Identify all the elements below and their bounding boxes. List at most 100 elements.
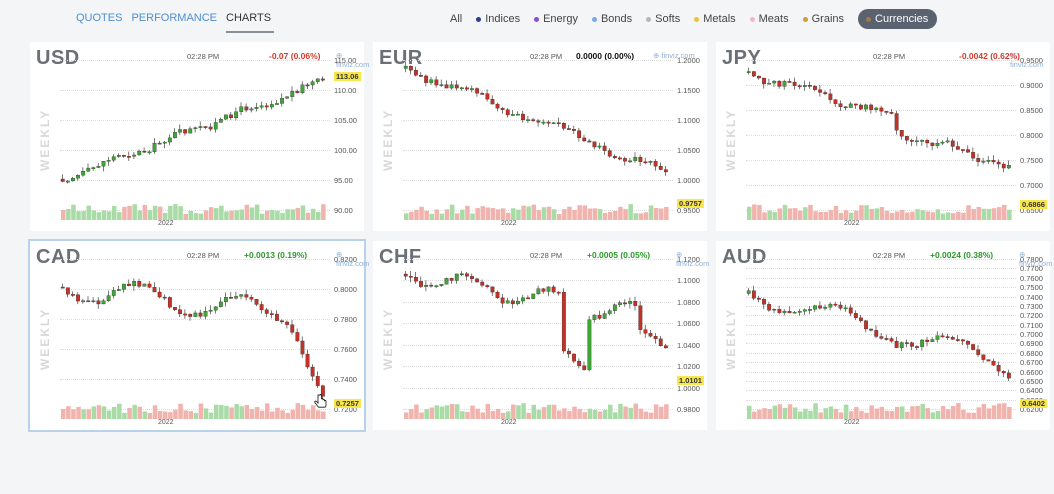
- volume-bar: [270, 210, 275, 220]
- candle-body: [884, 111, 889, 113]
- filter-currencies[interactable]: Currencies: [858, 9, 938, 29]
- volume-bar: [551, 209, 557, 220]
- chart-panel-eur[interactable]: EUR 02:28 PM 0.0000 (0.00%) ⊕ finviz.com…: [373, 42, 707, 231]
- candle-body: [920, 140, 925, 142]
- candle-body: [419, 75, 423, 77]
- volume-bar: [157, 410, 163, 419]
- candle-body: [295, 332, 300, 342]
- volume-bar: [940, 405, 946, 419]
- candle-body: [434, 79, 439, 86]
- filter-energy[interactable]: Energy: [534, 13, 578, 25]
- volume-bar: [592, 410, 598, 419]
- chart-time: 02:28 PM: [530, 52, 563, 61]
- candlestick-chart: [746, 67, 1012, 220]
- volume-bar: [638, 408, 644, 419]
- candle-body: [305, 353, 310, 368]
- weekly-label: WEEKLY: [38, 307, 52, 370]
- grid-line: [746, 268, 1016, 270]
- chart-panel-chf[interactable]: CHF 02:28 PM +0.0005 (0.05%) ⊕ finviz.co…: [373, 241, 710, 430]
- filter-metals[interactable]: Metals: [694, 13, 736, 25]
- candle-body: [465, 273, 469, 277]
- candle-body: [762, 299, 766, 305]
- filter-bonds[interactable]: Bonds: [591, 13, 632, 25]
- volume-bar: [900, 406, 905, 419]
- axis-tick-label: 0.7700: [1020, 264, 1043, 274]
- candle-body: [439, 284, 444, 286]
- volume-bar: [490, 410, 496, 419]
- volume-bar: [864, 412, 869, 419]
- candle-body: [541, 121, 546, 124]
- nav-quotes[interactable]: QUOTES: [76, 12, 123, 24]
- candle-body: [116, 155, 121, 157]
- volume-bar: [254, 407, 260, 419]
- volume-bar: [81, 210, 86, 220]
- volume-bar: [567, 411, 572, 419]
- volume-bar: [91, 210, 97, 220]
- volume-bar: [772, 405, 777, 419]
- volume-bar: [157, 206, 163, 220]
- volume-bar: [173, 204, 178, 220]
- candle-body: [925, 140, 930, 144]
- volume-bar: [757, 205, 762, 220]
- candle-body: [475, 88, 480, 94]
- candle-body: [971, 152, 976, 159]
- volume-bar: [546, 206, 552, 220]
- candle-body: [653, 336, 658, 339]
- grid-line: [746, 135, 1016, 136]
- filter-indices[interactable]: Indices: [476, 13, 520, 25]
- candle-body: [490, 286, 495, 293]
- candle-body: [76, 294, 80, 302]
- candlestick-chart: [746, 285, 1012, 419]
- candle-body: [531, 293, 536, 299]
- candle-body: [991, 360, 996, 366]
- volume-bar: [168, 205, 173, 220]
- filter-grains[interactable]: Grains: [802, 13, 844, 25]
- candle-body: [1006, 372, 1011, 379]
- candle-body: [490, 98, 495, 105]
- volume-bar: [414, 209, 419, 220]
- chart-panel-usd[interactable]: USD 02:28 PM -0.07 (0.06%) ⊕ finviz.com …: [30, 42, 369, 231]
- volume-bar: [122, 412, 127, 419]
- finviz-logo: ⊕ finviz.com: [676, 250, 710, 268]
- candle-body: [838, 304, 843, 309]
- volume-bar: [249, 207, 255, 220]
- volume-bar: [945, 212, 951, 220]
- chart-panel-aud[interactable]: AUD 02:28 PM +0.0024 (0.38%) ⊕ finviz.co…: [716, 241, 1053, 430]
- finviz-logo: ⊕ finviz.com: [1010, 51, 1044, 69]
- candle-body: [403, 65, 408, 69]
- grid-line: [746, 380, 1016, 382]
- candle-body: [310, 366, 315, 377]
- axis-tick-label: 1.1000: [677, 276, 700, 286]
- candle-body: [653, 161, 658, 167]
- nav-charts[interactable]: CHARTS: [226, 12, 272, 24]
- candle-body: [320, 78, 325, 81]
- filter-meats[interactable]: Meats: [749, 13, 789, 25]
- candle-body: [137, 150, 142, 156]
- grid-line: [746, 362, 1016, 364]
- volume-bar: [659, 208, 664, 220]
- axis-tick-label: 0.6800: [1020, 348, 1043, 358]
- volume-bar: [792, 407, 798, 419]
- chart-panel-cad[interactable]: CAD 02:28 PM +0.0013 (0.19%) ⊕ finviz.co…: [28, 239, 369, 432]
- nav-performance[interactable]: PERFORMANCE: [131, 12, 218, 24]
- finviz-logo: ⊕ finviz.com: [1019, 250, 1053, 268]
- chart-panel-jpy[interactable]: JPY 02:28 PM -0.0042 (0.62%) ⊕ finviz.co…: [716, 42, 1050, 231]
- candle-body: [981, 354, 986, 360]
- volume-bar: [879, 207, 885, 220]
- volume-bar: [101, 210, 107, 220]
- volume-bar: [991, 208, 997, 220]
- grid-line: [403, 90, 673, 91]
- volume-bar: [961, 409, 966, 419]
- candle-body: [612, 156, 617, 159]
- candle-body: [162, 296, 167, 299]
- filter-all[interactable]: All: [450, 13, 463, 25]
- candlestick-chart: [403, 271, 669, 419]
- volume-bar: [889, 213, 895, 220]
- candle-body: [602, 145, 607, 151]
- filter-softs[interactable]: Softs: [646, 13, 680, 25]
- volume-bar: [910, 211, 915, 220]
- volume-bar: [106, 410, 112, 419]
- volume-bar: [229, 407, 234, 419]
- candle-body: [808, 309, 812, 311]
- volume-bar: [429, 213, 434, 220]
